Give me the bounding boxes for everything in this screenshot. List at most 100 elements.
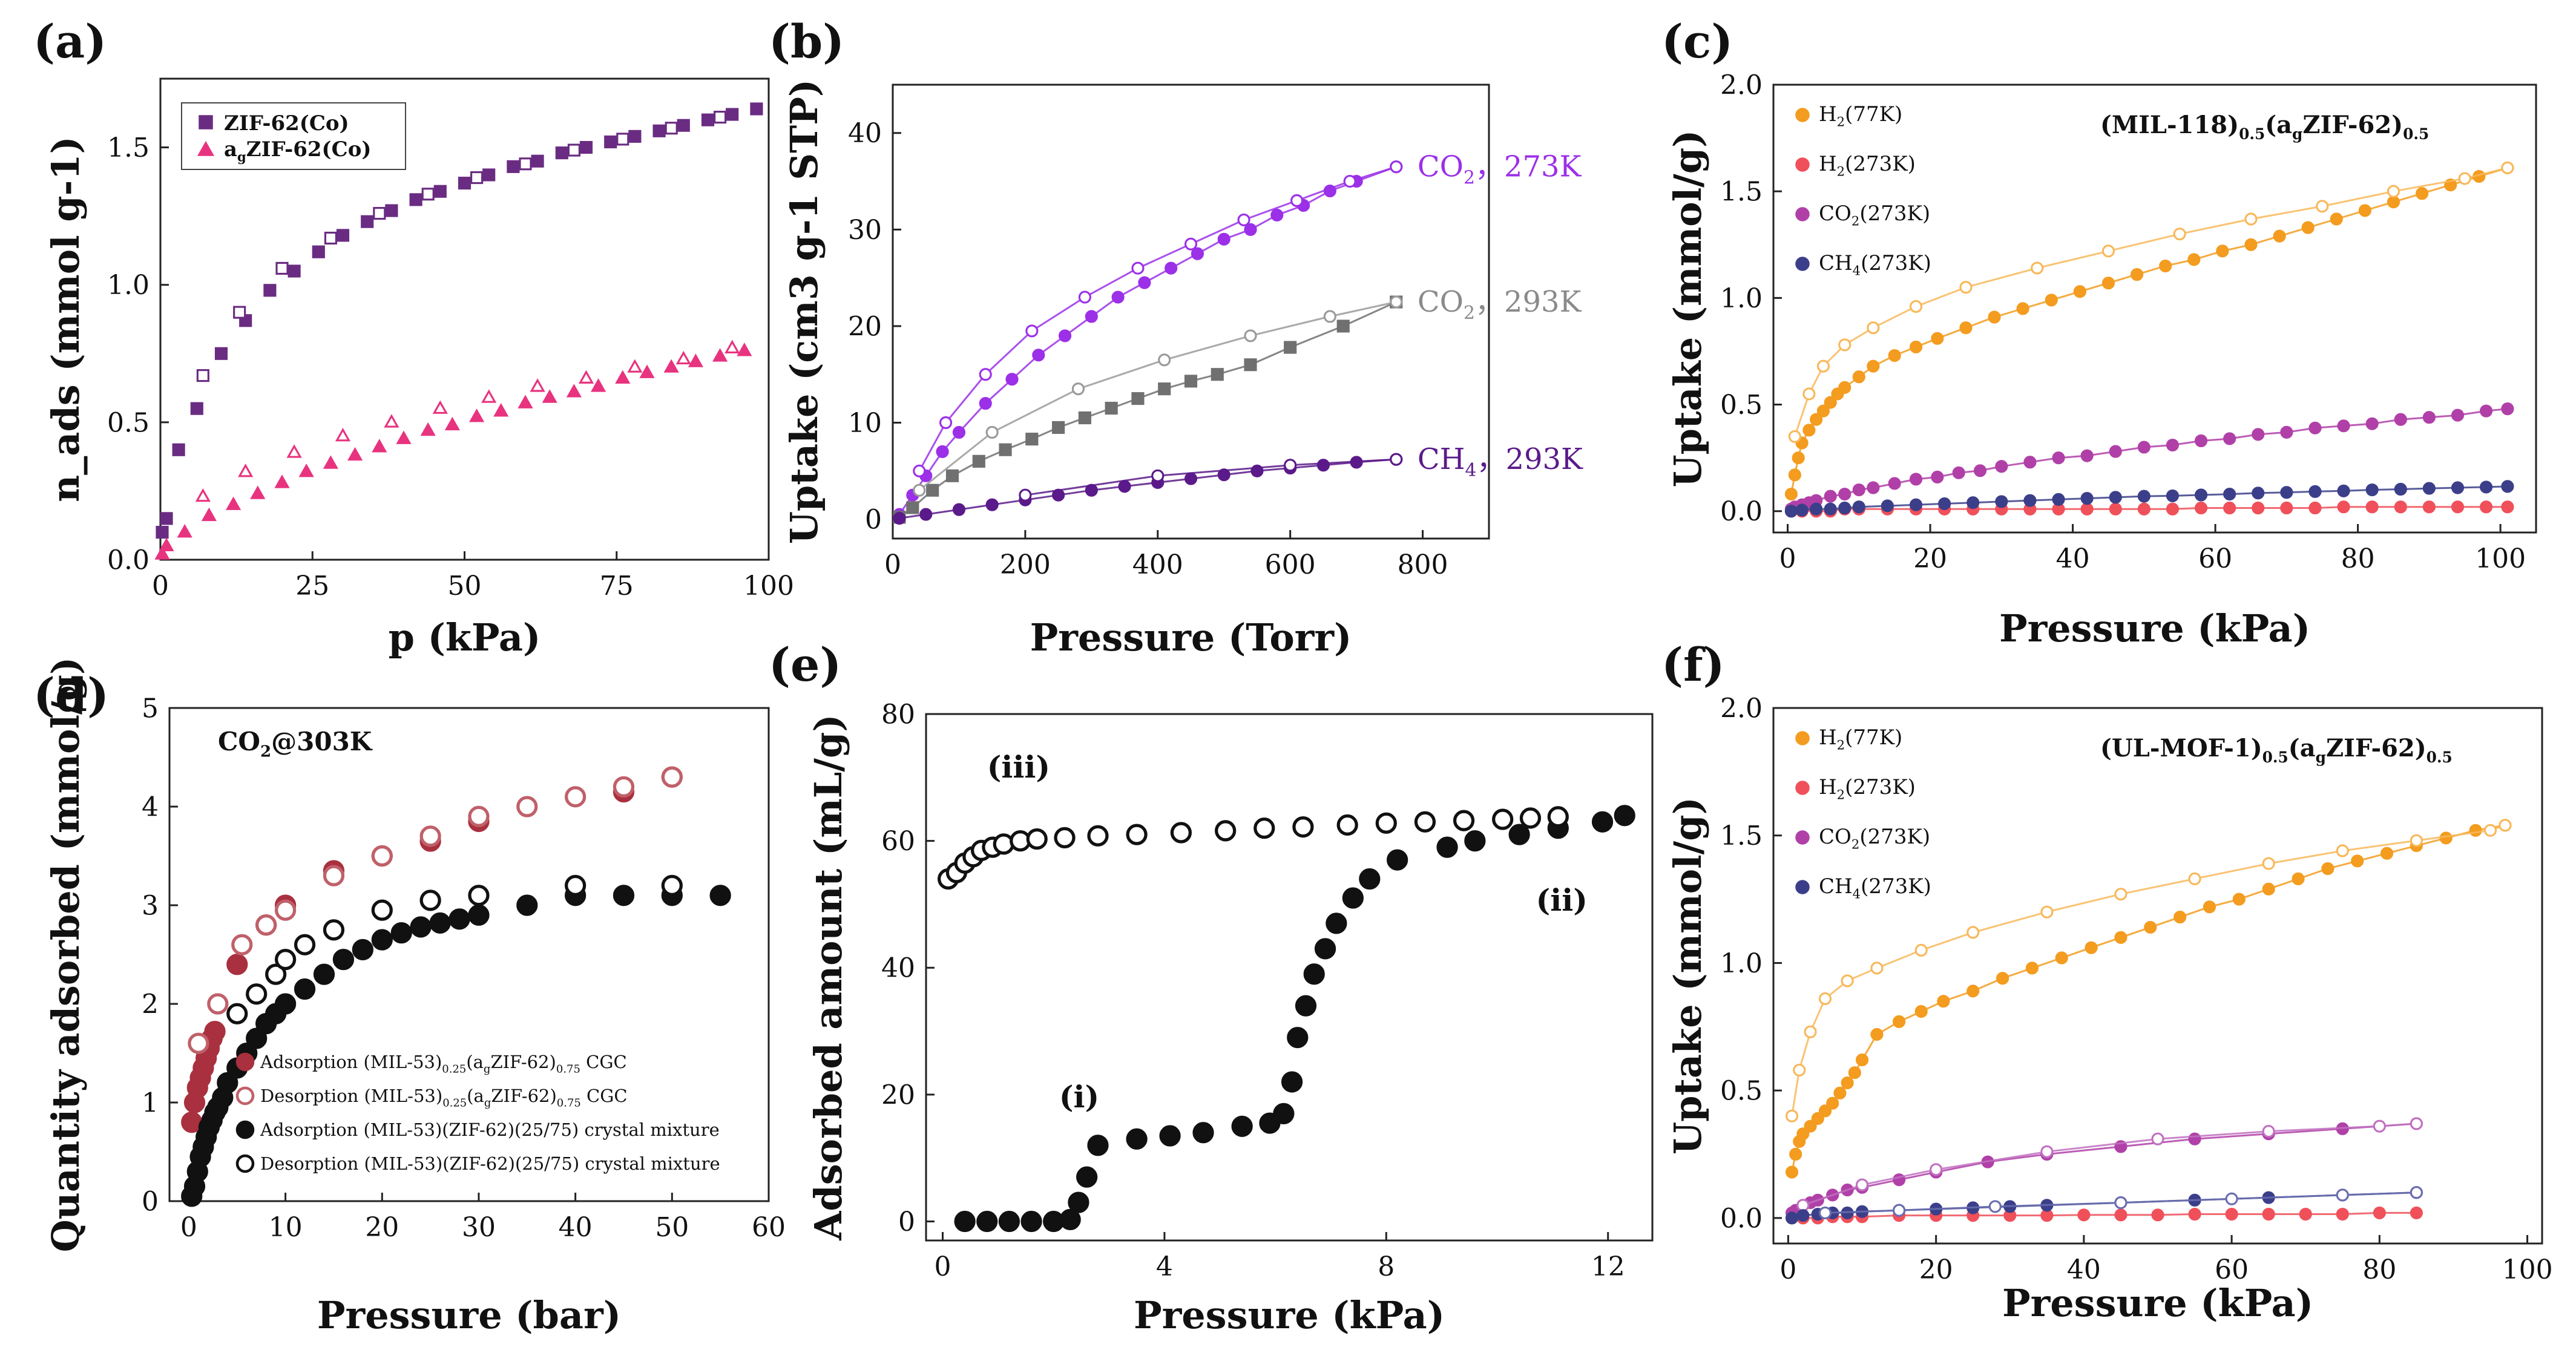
data-point	[2174, 910, 2187, 924]
y-tick-label: 1	[142, 1087, 159, 1118]
data-point	[701, 113, 715, 126]
text-span: ，293K	[1476, 442, 1583, 476]
y-axis-label: Uptake (cm3 g-1 STP)	[782, 79, 826, 544]
legend: H2(77K)H2(273K)CO2(273K)CH4(273K)	[1795, 726, 1931, 902]
data-point	[1784, 487, 1798, 501]
text-span: H	[1819, 102, 1837, 126]
series-annotation: CO2，273K	[1418, 150, 1582, 189]
x-tick-label: 80	[2362, 1254, 2396, 1285]
data-point	[2130, 268, 2144, 281]
plot-frame	[1772, 707, 2543, 1245]
data-point	[2137, 441, 2150, 454]
text-span: Desorption (MIL-53)(ZIF-62)(25/75) cryst…	[260, 1153, 720, 1174]
text-span: ZIF-62)	[490, 1052, 556, 1072]
data-point	[1804, 1025, 1817, 1038]
legend-label: CH4(273K)	[1819, 874, 1931, 902]
text-span: g	[484, 1096, 491, 1109]
data-point	[2194, 434, 2208, 448]
data-point	[1988, 310, 2001, 324]
data-point	[1810, 502, 1823, 516]
x-tick-label: 100	[2502, 1254, 2553, 1285]
data-point	[323, 865, 345, 886]
text-span: 2	[1837, 738, 1845, 753]
legend-marker	[1795, 157, 1810, 172]
panel-label: (b)	[769, 15, 844, 68]
text-span: 0.25	[442, 1096, 467, 1109]
data-point	[2299, 1207, 2312, 1221]
x-tick-label: 80	[2341, 543, 2375, 574]
data-point	[530, 378, 545, 392]
data-point	[1165, 261, 1178, 275]
data-point	[1254, 818, 1275, 839]
legend-label: H2(273K)	[1819, 775, 1916, 802]
data-point	[999, 443, 1012, 456]
data-point	[518, 395, 533, 408]
data-point	[1519, 807, 1542, 829]
data-point	[1068, 1191, 1089, 1213]
x-tick-label: 60	[752, 1212, 786, 1243]
data-point	[2114, 1208, 2128, 1222]
data-point	[250, 485, 266, 499]
x-tick-label: 0	[180, 1212, 197, 1243]
data-point	[1026, 828, 1048, 850]
data-point	[2223, 432, 2236, 445]
data-point	[1292, 816, 1314, 838]
data-point	[714, 111, 727, 124]
data-point	[1785, 1109, 1799, 1122]
text-span: ZIF-62)	[2302, 111, 2403, 139]
data-point	[2280, 486, 2293, 499]
legend-label: H2(273K)	[1819, 152, 1916, 179]
y-tick-label: 0.0	[1720, 496, 1763, 527]
data-point	[1796, 1127, 1810, 1141]
data-point	[2380, 847, 2394, 860]
data-point	[409, 193, 422, 206]
data-point	[469, 408, 485, 422]
data-point	[2114, 931, 2128, 944]
data-point	[613, 776, 635, 798]
y-tick-label: 60	[881, 826, 915, 857]
panel-label: (f)	[1661, 638, 1725, 692]
data-point	[1841, 974, 1854, 988]
data-point	[939, 416, 953, 430]
text-span: (273K)	[1845, 152, 1916, 176]
data-point	[1930, 1163, 1943, 1176]
data-point	[1938, 497, 1951, 511]
data-point	[1816, 359, 1830, 373]
panel-1: 0 200 400 600 800 0 10 20 30 40 (b) Pressure (Torr)…	[769, 15, 1583, 660]
text-span: ZIF-62)	[491, 1086, 556, 1106]
data-point	[2351, 854, 2364, 868]
text-span: g	[484, 1063, 491, 1075]
data-point	[2252, 487, 2265, 500]
text-span: CO	[1819, 825, 1852, 849]
text-span: ，273K	[1475, 150, 1582, 184]
data-point	[207, 993, 229, 1015]
series-1	[1788, 161, 2514, 444]
legend: Adsorption (MIL-53)0.25(agZIF-62)0.75 CG…	[235, 1052, 720, 1174]
series-5	[1019, 453, 1403, 502]
data-point	[2203, 900, 2216, 914]
data-point	[1547, 806, 1569, 828]
x-tick-label: 0	[884, 549, 901, 580]
data-point	[2330, 212, 2343, 226]
data-point	[661, 874, 683, 897]
y-tick-label: 40	[881, 953, 915, 984]
y-tick-label: 4	[142, 791, 159, 822]
text-span: CO	[1819, 202, 1852, 226]
data-point	[2422, 411, 2436, 424]
y-axis-label: Uptake (mmol/g)	[1666, 130, 1710, 488]
data-point	[2439, 831, 2453, 845]
data-point	[1025, 433, 1039, 446]
plot-frame	[925, 713, 1654, 1242]
data-point	[2109, 491, 2122, 504]
panel-3: 0 10 20 30 40 50 60 0 1 2 3 4 5 (d) Pressure (bar) Quan…	[33, 657, 786, 1337]
data-point	[1284, 459, 1297, 472]
data-point	[1838, 487, 1852, 501]
data-point	[196, 369, 209, 382]
legend-marker	[1795, 207, 1810, 221]
data-point	[628, 129, 642, 143]
panel-2: 0 20 40 60 80 100 0.0 0.5 1.0 1.5 2.0(c) Pressure (…	[1661, 15, 2537, 650]
text-span: ZIF-62(Co)	[246, 137, 372, 162]
data-point	[201, 507, 217, 522]
data-point	[172, 443, 185, 456]
